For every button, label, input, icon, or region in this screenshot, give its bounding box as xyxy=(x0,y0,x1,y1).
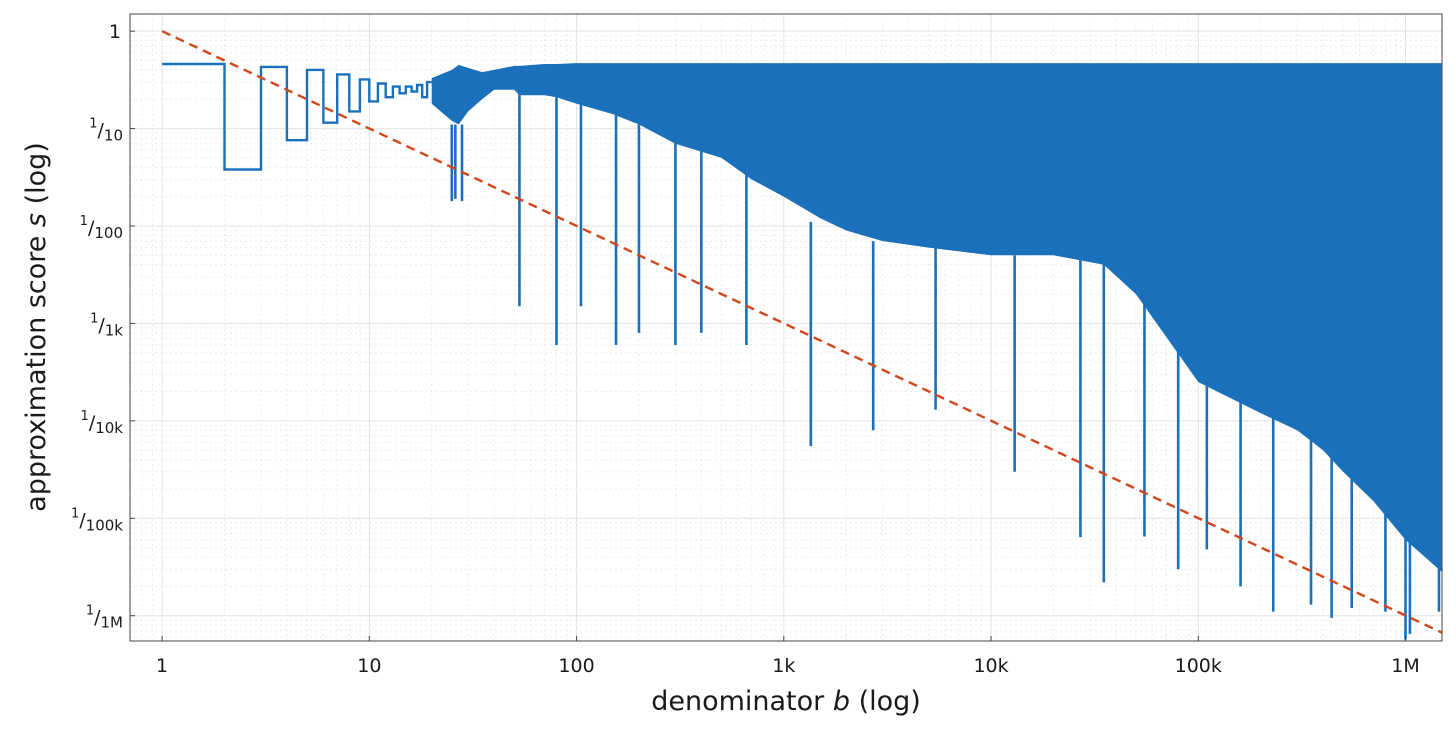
x-axis-ticks: 1 10 100 1k 10k 100k 1M xyxy=(156,636,1420,677)
x-tick-label: 100 xyxy=(558,655,594,677)
y-axis-ticks: 1 1/10 1/100 1/1k 1/10k 1/100k 1/1M xyxy=(71,21,135,632)
plot-area xyxy=(161,30,1443,640)
y-tick-label: 1/1k xyxy=(90,311,123,339)
x-tick-label: 1 xyxy=(156,655,168,677)
reference-dashed-line xyxy=(161,30,1443,634)
y-tick-label: 1/10 xyxy=(89,117,123,145)
y-axis-label: approximation score s (log) xyxy=(21,142,52,512)
x-tick-label: 10k xyxy=(973,655,1008,677)
y-tick-label: 1/10k xyxy=(81,409,124,437)
plot-frame xyxy=(129,13,1443,642)
x-axis-label: denominator b (log) xyxy=(651,686,921,717)
x-tick-label: 1M xyxy=(1391,655,1419,677)
y-tick-label: 1/100 xyxy=(80,214,123,242)
x-tick-label: 100k xyxy=(1175,655,1222,677)
y-tick-label: 1/100k xyxy=(71,506,123,534)
score-envelope-band xyxy=(431,63,1442,573)
y-tick-label: 1/1M xyxy=(86,604,123,632)
score-step-line xyxy=(162,62,432,171)
x-tick-label: 1k xyxy=(772,655,795,677)
y-tick-label: 1 xyxy=(109,21,121,43)
x-tick-label: 10 xyxy=(357,655,381,677)
